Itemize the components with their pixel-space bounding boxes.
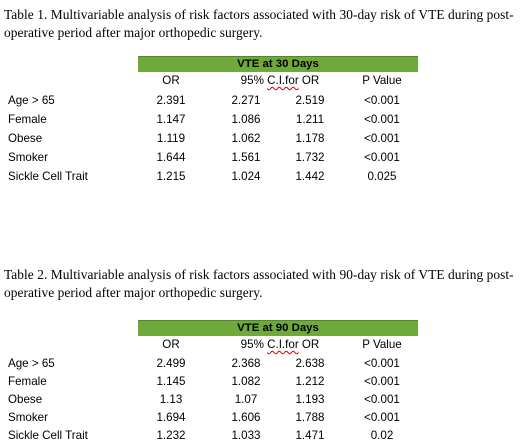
row-ci-low: 1.086: [231, 113, 261, 126]
table1-caption: Table 1. Multivariable analysis of risk …: [4, 7, 514, 40]
row-ci-high: 1.471: [295, 429, 325, 442]
row-p: <0.001: [364, 113, 400, 126]
row-or: 1.145: [156, 375, 186, 388]
row-or: 1.644: [156, 151, 186, 164]
row-ci-high: 2.519: [295, 94, 325, 107]
ci-prefix: 95%: [240, 74, 268, 87]
row-label: Smoker: [8, 151, 48, 164]
row-ci-low: 1.606: [231, 411, 261, 424]
row-ci-low: 1.033: [231, 429, 261, 442]
table-row: Smoker 1.644 1.561 1.732 <0.001: [4, 150, 514, 166]
table-row: Age > 65 2.391 2.271 2.519 <0.001: [4, 93, 514, 109]
table1-header-or: OR: [162, 74, 180, 87]
row-p: <0.001: [364, 357, 400, 370]
row-or: 1.119: [156, 132, 186, 145]
row-p: <0.001: [364, 151, 400, 164]
table-row: Obese 1.119 1.062 1.178 <0.001: [4, 131, 514, 147]
row-ci-low: 1.07: [234, 393, 258, 406]
row-ci-high: 1.788: [295, 411, 325, 424]
row-ci-low: 1.561: [231, 151, 261, 164]
ci-word: C.I.for: [267, 338, 299, 351]
row-ci-high: 1.193: [295, 393, 325, 406]
table2-caption: Table 2. Multivariable analysis of risk …: [4, 267, 514, 300]
row-or: 1.694: [156, 411, 186, 424]
row-or: 1.215: [156, 170, 186, 183]
table1: VTE at 30 Days OR 95% C.I.for OR P Value…: [4, 56, 514, 186]
row-label: Female: [8, 113, 47, 126]
row-label: Age > 65: [8, 357, 55, 370]
table-row: Age > 65 2.499 2.368 2.638 <0.001: [4, 356, 514, 372]
row-ci-low: 2.271: [231, 94, 261, 107]
ci-word: C.I.for: [267, 74, 299, 87]
row-label: Female: [8, 375, 47, 388]
row-p: <0.001: [364, 132, 400, 145]
row-ci-high: 1.178: [295, 132, 325, 145]
row-label: Sickle Cell Trait: [8, 170, 88, 183]
table2-group-header: VTE at 90 Days: [138, 320, 418, 336]
row-or: 1.13: [159, 393, 183, 406]
row-label: Age > 65: [8, 94, 55, 107]
table2-header-or: OR: [162, 338, 180, 351]
table-row: Obese 1.13 1.07 1.193 <0.001: [4, 392, 514, 408]
ci-suffix: OR: [298, 74, 320, 87]
row-label: Sickle Cell Trait: [8, 429, 88, 442]
table2: VTE at 90 Days OR 95% C.I.for OR P Value…: [4, 320, 514, 445]
table1-group-header: VTE at 30 Days: [138, 56, 418, 72]
row-ci-low: 1.062: [231, 132, 261, 145]
row-or: 1.147: [156, 113, 186, 126]
table2-header-ci: 95% C.I.for OR: [210, 337, 350, 353]
row-ci-high: 1.732: [295, 151, 325, 164]
row-p: <0.001: [364, 411, 400, 424]
row-label: Smoker: [8, 411, 48, 424]
row-p: 0.025: [367, 170, 397, 183]
row-ci-high: 1.212: [295, 375, 325, 388]
table1-header-ci: 95% C.I.for OR: [210, 73, 350, 89]
row-ci-high: 1.211: [295, 113, 325, 126]
table-row: Smoker 1.694 1.606 1.788 <0.001: [4, 410, 514, 426]
table-row: Female 1.147 1.086 1.211 <0.001: [4, 112, 514, 128]
table1-header-p: P Value: [362, 74, 402, 87]
table2-column-headers: OR 95% C.I.for OR P Value: [4, 337, 514, 353]
table-row: Female 1.145 1.082 1.212 <0.001: [4, 374, 514, 390]
row-label: Obese: [8, 393, 43, 406]
table2-header-p: P Value: [362, 338, 402, 351]
row-ci-low: 1.082: [231, 375, 261, 388]
row-p: <0.001: [364, 94, 400, 107]
row-or: 2.499: [156, 357, 186, 370]
row-ci-high: 1.442: [295, 170, 325, 183]
ci-suffix: OR: [298, 338, 320, 351]
row-or: 1.232: [156, 429, 186, 442]
row-label: Obese: [8, 132, 43, 145]
ci-prefix: 95%: [240, 338, 268, 351]
row-ci-low: 1.024: [231, 170, 261, 183]
table-row: Sickle Cell Trait 1.232 1.033 1.471 0.02: [4, 428, 514, 444]
row-p: 0.02: [370, 429, 394, 442]
row-or: 2.391: [156, 94, 186, 107]
row-ci-low: 2.368: [231, 357, 261, 370]
row-ci-high: 2.638: [295, 357, 325, 370]
row-p: <0.001: [364, 375, 400, 388]
table-row: Sickle Cell Trait 1.215 1.024 1.442 0.02…: [4, 169, 514, 185]
table1-column-headers: OR 95% C.I.for OR P Value: [4, 73, 514, 89]
row-p: <0.001: [364, 393, 400, 406]
